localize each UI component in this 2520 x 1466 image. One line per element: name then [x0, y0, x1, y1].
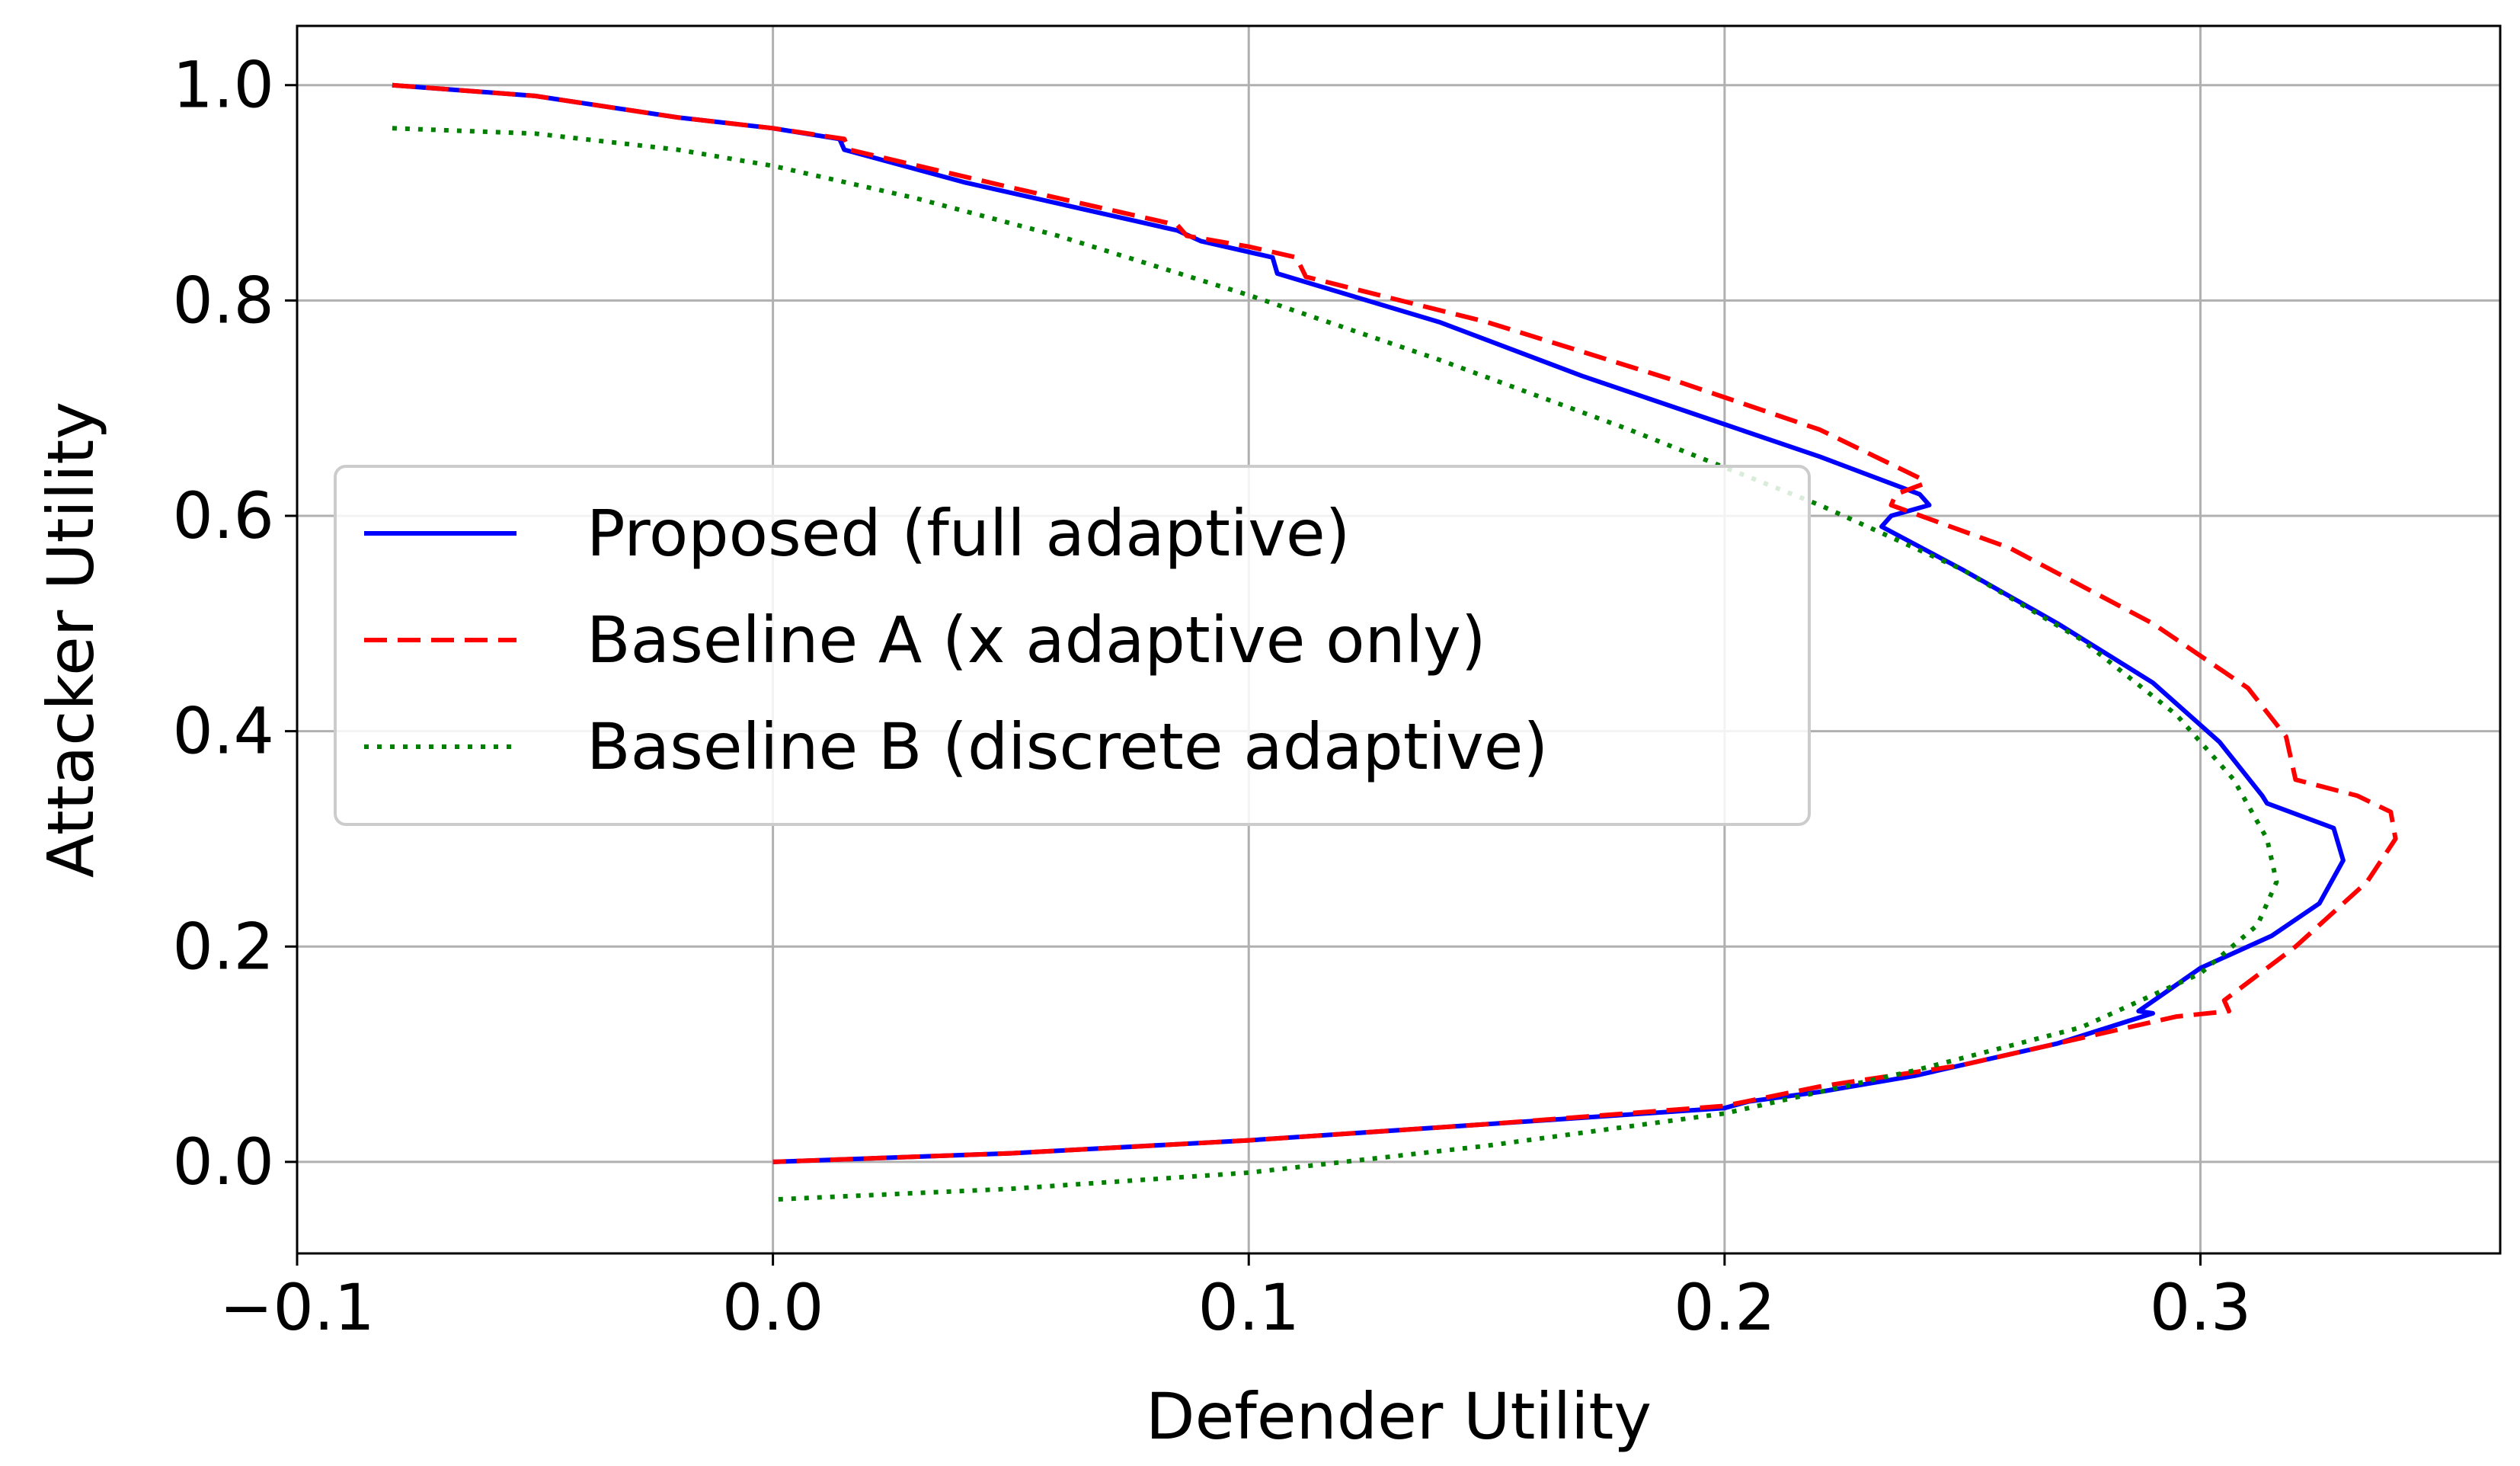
x-tick-label: 0.3 — [2150, 1270, 2252, 1345]
x-tick-label: 0.0 — [722, 1270, 824, 1345]
axis-ticks: −0.1 0.0 0.1 0.2 0.3 0.0 0.2 0.4 0.6 0.8 1.0 — [172, 48, 2251, 1345]
y-axis-label: Attacker Utility — [34, 402, 108, 878]
y-tick-label: 0.4 — [172, 694, 274, 769]
legend-label-1: Proposed (full adaptive) — [587, 496, 1350, 571]
y-tick-label: 1.0 — [172, 48, 274, 123]
y-tick-label: 0.6 — [172, 479, 274, 553]
x-tick-label: 0.2 — [1674, 1270, 1776, 1345]
series-line-2 — [392, 82, 2398, 1164]
x-axis-label: Defender Utility — [1146, 1379, 1652, 1454]
legend-box — [334, 465, 1811, 826]
x-tick-label: 0.1 — [1198, 1270, 1300, 1345]
y-tick-label: 0.0 — [172, 1125, 274, 1199]
plot-series — [392, 82, 2398, 1202]
x-tick-label: −0.1 — [219, 1270, 375, 1345]
series-line-1 — [392, 82, 2346, 1164]
legend: Proposed (full adaptive) Baseline A (x ad… — [334, 465, 1811, 826]
y-tick-label: 0.8 — [172, 263, 274, 338]
plot-frame — [296, 24, 2502, 1255]
legend-label-2: Baseline A (x adaptive only) — [587, 603, 1486, 677]
legend-label-3: Baseline B (discrete adaptive) — [587, 709, 1548, 784]
y-tick-label: 0.2 — [172, 909, 274, 984]
